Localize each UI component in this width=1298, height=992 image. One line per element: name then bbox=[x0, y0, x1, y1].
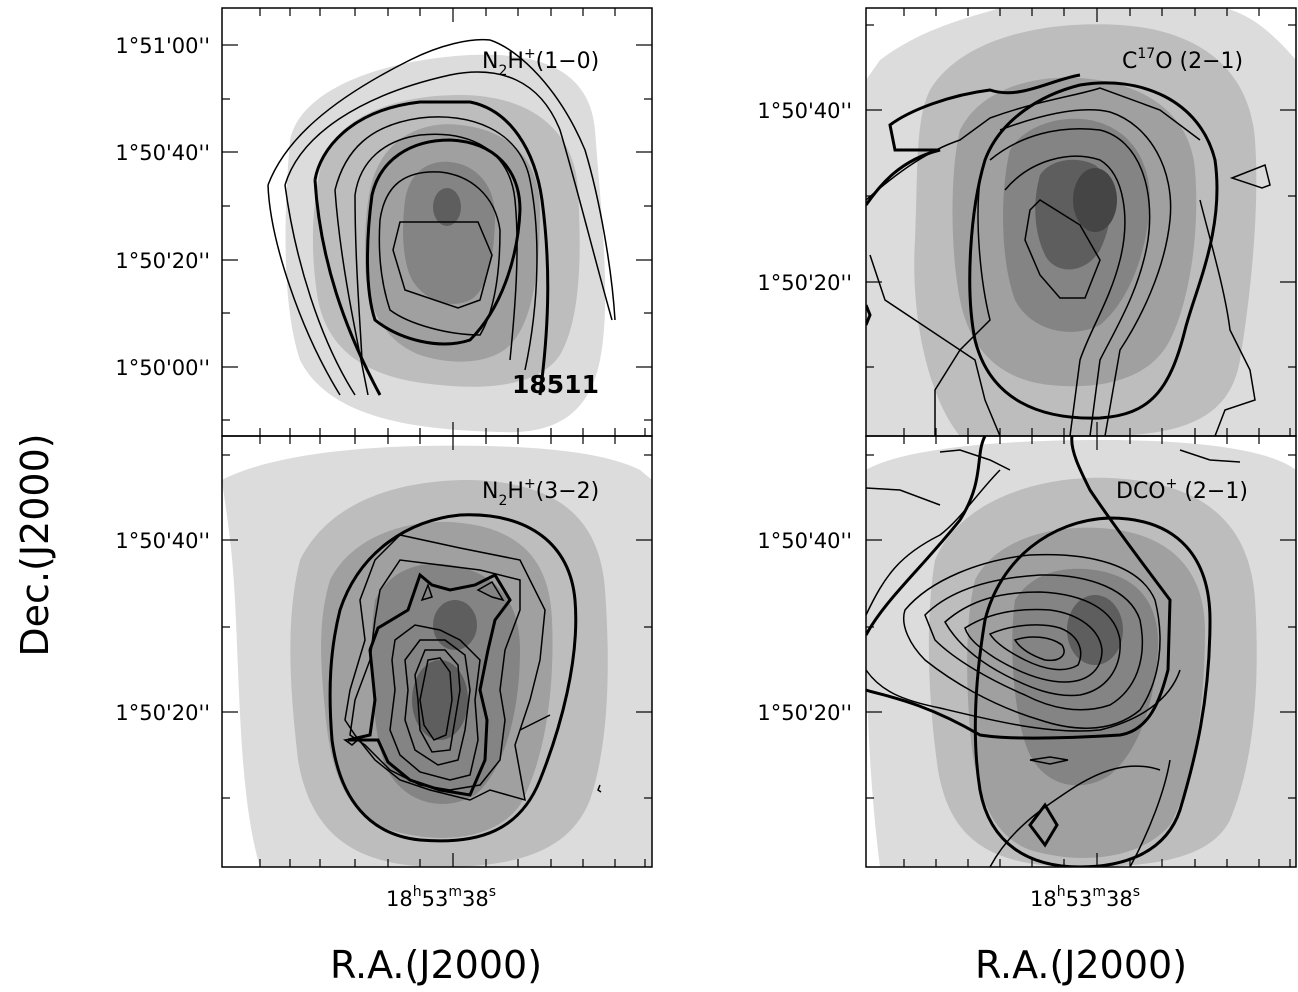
x-axis-title-left: R.A.(J2000) bbox=[330, 943, 542, 987]
ticks-top-right bbox=[866, 8, 1296, 436]
ytick-labels-top-right: 1°50'40'' 1°50'20'' bbox=[757, 99, 852, 295]
panel-title-top-left: N2H+(1−0) bbox=[482, 46, 599, 79]
frame-bottom-right bbox=[865, 435, 1297, 868]
panel-title-bottom-right: DCO+ (2−1) bbox=[1116, 476, 1248, 504]
panel-title-bottom-left: N2H+(3−2) bbox=[482, 476, 599, 509]
ra-tick-label-right: 18h53m38s bbox=[1030, 884, 1140, 911]
x-axis-title-right: R.A.(J2000) bbox=[975, 943, 1187, 987]
panel-top-left bbox=[267, 38, 616, 433]
frame-bottom-left bbox=[221, 435, 653, 868]
source-label: 18511 bbox=[512, 370, 599, 399]
ra-tick-label-left: 18h53m38s bbox=[386, 884, 496, 911]
ytick-label: 1°51'00'' bbox=[115, 34, 210, 58]
ytick-label: 1°50'20'' bbox=[757, 701, 852, 725]
ticks-top-left bbox=[222, 8, 652, 436]
ticks-bottom-right bbox=[866, 436, 1296, 867]
contours bbox=[866, 73, 1271, 436]
ytick-label: 1°50'40'' bbox=[757, 529, 852, 553]
contours bbox=[866, 436, 1241, 867]
ytick-label: 1°50'20'' bbox=[115, 249, 210, 273]
greyscale-map bbox=[222, 445, 652, 867]
panel-bottom-left bbox=[222, 445, 652, 867]
panel-top-right bbox=[866, 8, 1296, 436]
ytick-label: 1°50'20'' bbox=[757, 271, 852, 295]
panel-bottom-right bbox=[866, 436, 1296, 867]
ytick-label: 1°50'20'' bbox=[115, 701, 210, 725]
ytick-labels-bottom-right: 1°50'40'' 1°50'20'' bbox=[757, 529, 852, 725]
ytick-label: 1°50'40'' bbox=[115, 529, 210, 553]
ytick-labels-bottom-left: 1°50'40'' 1°50'20'' bbox=[115, 529, 210, 725]
ytick-label: 1°50'00'' bbox=[115, 356, 210, 380]
y-axis-title: Dec.(J2000) bbox=[13, 433, 57, 656]
ticks-bottom-left bbox=[222, 436, 652, 867]
panel-title-top-right: C17O (2−1) bbox=[1122, 46, 1243, 74]
contours bbox=[328, 513, 602, 843]
ytick-label: 1°50'40'' bbox=[757, 99, 852, 123]
ytick-labels-top-left: 1°51'00'' 1°50'40'' 1°50'20'' 1°50'00'' bbox=[115, 34, 210, 380]
contours bbox=[267, 38, 616, 396]
ytick-label: 1°50'40'' bbox=[115, 141, 210, 165]
